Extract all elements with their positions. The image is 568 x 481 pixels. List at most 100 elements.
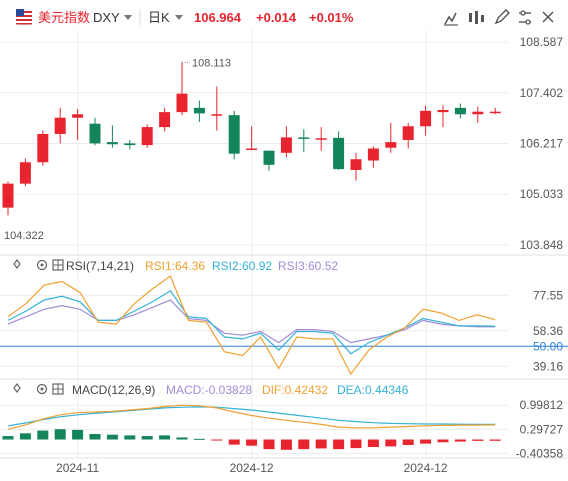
dif-value: DIF:0.42432: [262, 383, 328, 397]
macd-histogram-bar: [402, 439, 414, 446]
candles: [2, 62, 501, 216]
candle: [2, 181, 14, 216]
grid-lines: [0, 30, 508, 458]
candle: [19, 158, 31, 187]
candle-body-up: [489, 111, 501, 114]
current-price: 106.964: [194, 10, 242, 25]
x-axis: 2024-11 2024-12 2024-12: [56, 461, 448, 475]
x-tick-label: 2024-12: [230, 461, 274, 475]
price-tick-label: 107.402: [520, 86, 564, 100]
rsi-hide-icon[interactable]: [13, 259, 21, 269]
candle: [298, 129, 310, 152]
candle-body-up: [350, 159, 362, 170]
macd-toggle-icon[interactable]: [52, 383, 64, 395]
rsi3-line: [7, 299, 496, 344]
macd-histogram-bar: [367, 439, 379, 448]
rsi-settings-icon[interactable]: [36, 259, 48, 271]
candle: [385, 122, 397, 153]
candle: [124, 139, 136, 150]
candle: [402, 122, 414, 149]
dea-line: [7, 406, 496, 427]
candle-body-up: [72, 114, 84, 118]
rsi1-value: RSI1:64.36: [145, 259, 205, 273]
macd-tick-label: -0.40358: [516, 446, 564, 460]
candle-body-up: [19, 162, 31, 184]
symbol-dropdown-icon[interactable]: [124, 15, 132, 20]
candle: [263, 150, 275, 171]
rsi1-line: [7, 275, 496, 376]
candle: [420, 105, 432, 136]
macd-histogram-bar: [176, 437, 188, 440]
candle: [37, 130, 49, 166]
macd-hide-icon[interactable]: [13, 383, 21, 393]
pencil-icon[interactable]: [494, 9, 510, 25]
price-change-pct: +0.01%: [309, 10, 354, 25]
macd-histogram: [0, 404, 508, 454]
low-price-label: 104.322: [4, 230, 44, 242]
candle-body-up: [159, 112, 171, 128]
macd-settings-icon[interactable]: [36, 383, 48, 395]
rsi3-value: RSI3:60.52: [278, 259, 338, 273]
macd-histogram-bar: [72, 429, 84, 440]
candle-body-up: [367, 148, 379, 161]
candle-body-down: [454, 107, 466, 115]
period-dropdown-icon[interactable]: [175, 15, 183, 20]
macd-histogram-bar: [385, 439, 397, 447]
indicator-settings-icon[interactable]: [519, 10, 531, 25]
instrument-symbol[interactable]: DXY: [93, 10, 120, 25]
high-annotation: 108.113: [182, 57, 231, 69]
candle-body-up: [176, 93, 188, 113]
candle: [89, 117, 101, 146]
candle: [159, 107, 171, 132]
macd-histogram-bar: [489, 439, 501, 441]
rsi-pane: RSI(7,14,21) RSI1:64.36 RSI2:60.92 RSI3:…: [0, 254, 568, 376]
candle: [367, 146, 379, 168]
macd-histogram-bar: [280, 439, 292, 450]
candle-body-up: [211, 114, 223, 116]
candle-body-up: [246, 148, 258, 151]
macd-histogram-bar: [211, 439, 223, 441]
rsi-tick-label: 39.16: [533, 359, 563, 373]
rsi-legend: RSI(7,14,21) RSI1:64.36 RSI2:60.92 RSI3:…: [13, 259, 338, 273]
x-tick-label: 2024-12: [404, 461, 448, 475]
candle-body-up: [472, 111, 484, 115]
chart-type-icon[interactable]: [469, 11, 484, 24]
candle-body-up: [37, 133, 49, 163]
macd-histogram-bar: [228, 439, 240, 445]
macd-tick-label: 0.29727: [520, 422, 564, 436]
macd-histogram-bar: [454, 439, 466, 442]
candle: [472, 106, 484, 123]
drawing-tool-icon[interactable]: [444, 12, 458, 26]
instrument-name[interactable]: 美元指数: [38, 10, 90, 25]
candle: [280, 126, 292, 158]
macd-histogram-bar: [193, 438, 205, 440]
price-change: +0.014: [256, 10, 297, 25]
macd-histogram-bar: [54, 429, 66, 440]
x-tick-label: 2024-11: [56, 461, 99, 475]
candle: [72, 109, 84, 140]
candle-body-down: [193, 107, 205, 114]
macd-histogram-bar: [159, 435, 171, 440]
us-flag-icon: [15, 8, 33, 26]
macd-histogram-bar: [2, 436, 14, 440]
macd-histogram-bar: [437, 439, 449, 443]
candle-body-down: [298, 137, 310, 139]
macd-value: MACD:-0.03828: [166, 383, 252, 397]
macd-histogram-bar: [420, 439, 432, 444]
period-selector[interactable]: 日K: [148, 10, 170, 25]
candle-body-down: [228, 115, 240, 154]
macd-histogram-bar: [350, 439, 362, 449]
macd-histogram-bar: [263, 439, 275, 450]
macd-histogram-bar: [333, 439, 345, 450]
candle: [106, 125, 118, 148]
macd-title: MACD(12,26,9): [72, 383, 155, 397]
high-price-label: 108.113: [192, 57, 231, 69]
candle-body-up: [2, 183, 14, 208]
close-icon[interactable]: [542, 11, 554, 23]
macd-histogram-bar: [141, 436, 153, 440]
candle: [246, 126, 258, 151]
rsi-toggle-icon[interactable]: [52, 259, 64, 271]
candle: [437, 104, 449, 128]
macd-tick-label: 0.99812: [520, 398, 564, 412]
